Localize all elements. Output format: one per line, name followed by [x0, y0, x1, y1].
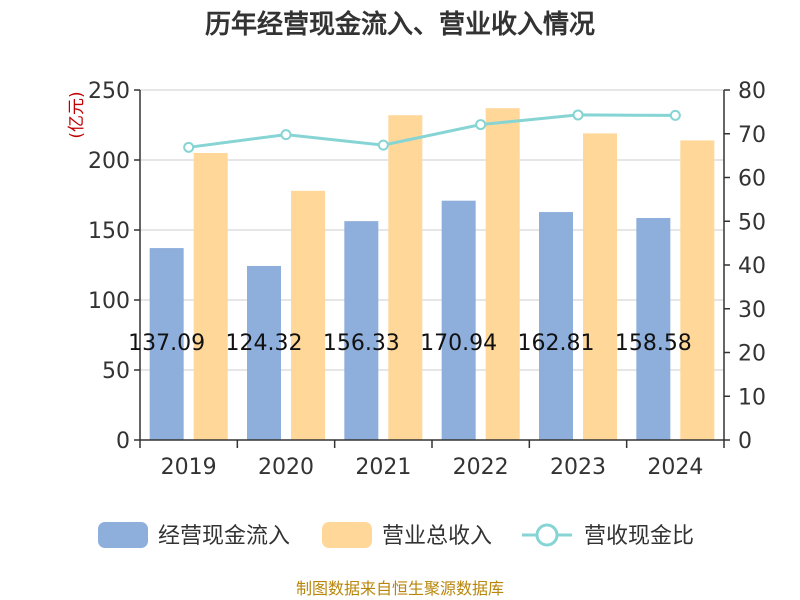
right-axis-tick-label: 10: [738, 385, 766, 410]
left-axis-tick-label: 100: [88, 289, 130, 314]
bar-revenue: [193, 153, 228, 440]
right-axis-unit: %: [795, 87, 800, 103]
axes: 0 50 100 150 200 250 0 10 20 30 40 50 60 70 80 2019 2020…: [88, 79, 766, 480]
left-axis-tick-label: 50: [102, 359, 130, 384]
right-axis-tick-label: 20: [738, 342, 766, 367]
x-axis-tick-label: 2021: [355, 455, 411, 480]
bar-cash-inflow: [344, 221, 379, 440]
ratio-point: [183, 141, 195, 153]
right-axis-tick-label: 60: [738, 167, 766, 192]
data-label-cash-inflow: 162.81: [518, 331, 595, 356]
bar-revenue: [291, 190, 325, 440]
left-axis-tick-label: 150: [88, 219, 130, 244]
ratio-point: [475, 119, 487, 131]
bar-cash-inflow: [636, 217, 671, 440]
ratio-line: [183, 109, 681, 153]
legend-swatch-revenue: [322, 522, 372, 548]
legend-label-revenue: 营业总收入: [382, 524, 492, 549]
x-axis-tick-label: 2019: [161, 455, 217, 480]
ratio-point: [377, 139, 389, 151]
x-axis-tick-label: 2023: [550, 455, 606, 480]
x-axis-tick-label: 2022: [453, 455, 509, 480]
right-axis-tick-label: 30: [738, 298, 766, 323]
legend-label-ratio: 营收现金比: [584, 524, 694, 549]
bar-cash-inflow: [247, 265, 281, 440]
legend-marker-ratio: [535, 523, 559, 547]
bar-labels: 137.09 124.32 156.33 170.94 162.81 158.58: [128, 331, 692, 356]
left-axis-tick-label: 0: [116, 429, 130, 454]
right-axis-tick-label: 0: [738, 429, 752, 454]
bar-cash-inflow: [539, 212, 573, 440]
right-axis-tick-label: 50: [738, 210, 766, 235]
legend: 经营现金流入 营业总收入 营收现金比: [98, 522, 694, 549]
legend-label-cash-inflow: 经营现金流入: [158, 524, 290, 549]
left-axis-unit: (亿元): [67, 91, 87, 138]
data-label-cash-inflow: 124.32: [226, 331, 303, 356]
data-source-footer: 制图数据来自恒生聚源数据库: [296, 579, 504, 598]
right-axis-tick-label: 40: [738, 254, 766, 279]
left-axis-tick-label: 250: [88, 79, 130, 104]
ratio-point: [280, 129, 292, 141]
data-label-cash-inflow: 158.58: [615, 331, 692, 356]
data-label-cash-inflow: 156.33: [323, 331, 400, 356]
x-axis-tick-label: 2024: [647, 455, 703, 480]
right-axis-tick-label: 80: [738, 79, 766, 104]
bar-revenue: [680, 140, 715, 440]
bar-revenue: [485, 108, 520, 440]
x-axis-tick-label: 2020: [258, 455, 314, 480]
ratio-point: [572, 109, 584, 121]
data-label-cash-inflow: 137.09: [128, 331, 205, 356]
bar-cash-inflow: [149, 248, 184, 440]
bar-revenue: [388, 115, 423, 440]
legend-swatch-cash-inflow: [98, 522, 148, 548]
bar-cash-inflow: [441, 200, 476, 440]
data-label-cash-inflow: 170.94: [420, 331, 497, 356]
right-axis-tick-label: 70: [738, 123, 766, 148]
bar-revenue: [583, 133, 617, 440]
bars: [149, 108, 715, 440]
chart-title: 历年经营现金流入、营业收入情况: [205, 9, 595, 40]
ratio-point: [669, 109, 681, 121]
gridlines: [140, 89, 724, 371]
ratio-line-path: [188, 113, 676, 149]
left-axis-tick-label: 200: [88, 149, 130, 174]
